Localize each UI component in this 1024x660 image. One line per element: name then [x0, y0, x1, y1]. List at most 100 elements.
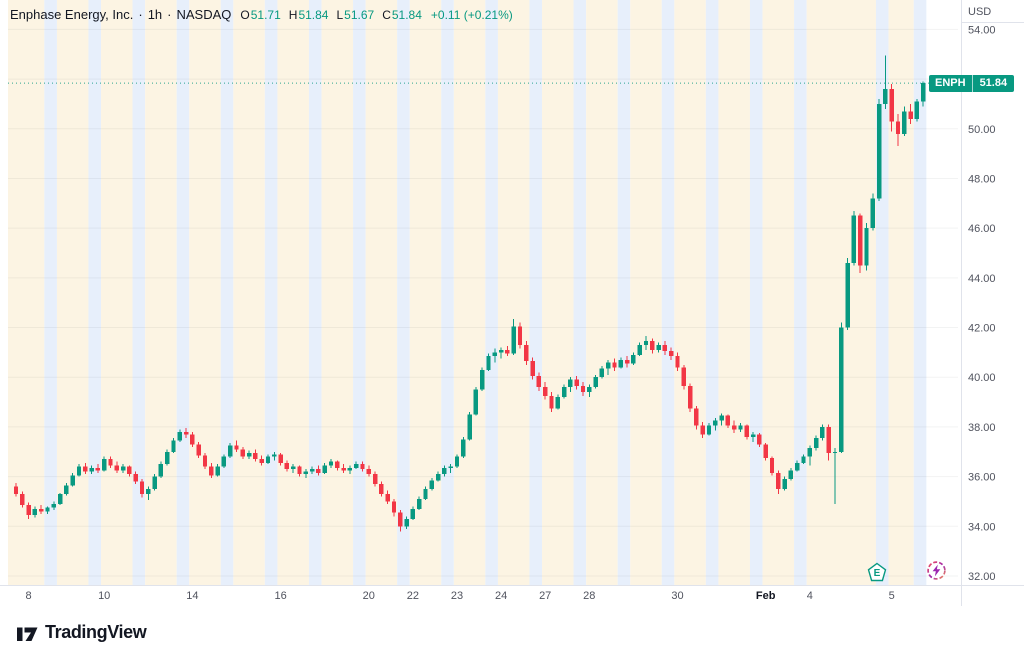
candle-body — [769, 457, 775, 473]
candle-body — [876, 103, 882, 199]
candle-body — [95, 467, 101, 471]
candle-body — [442, 467, 447, 475]
candle-body — [183, 431, 189, 435]
time-tick-label: 14 — [186, 590, 198, 602]
candle-body — [114, 465, 119, 471]
candle-body — [102, 459, 107, 471]
candle-body — [20, 494, 25, 506]
candle-body — [228, 445, 233, 457]
time-tick-label: 28 — [583, 590, 595, 602]
candle-body — [473, 389, 479, 415]
candle-body — [486, 356, 491, 370]
candle-body — [681, 367, 686, 386]
candle-body — [618, 359, 623, 368]
candle-body — [574, 379, 579, 386]
time-axis[interactable]: 8 10 14 16 20 22 23 24 27 28 30 Feb 4 5 — [26, 590, 895, 602]
candle-body — [152, 476, 157, 490]
candle-body — [656, 344, 661, 350]
candle-body — [580, 385, 586, 393]
price-label-badge: ENPH 51.84 — [929, 75, 1015, 92]
time-tick-label: 16 — [274, 590, 286, 602]
earnings-icon[interactable]: E — [867, 562, 887, 582]
candle-body — [568, 379, 573, 388]
candle-body — [379, 484, 384, 495]
candle-body — [461, 439, 466, 457]
candle-body — [410, 508, 416, 519]
candle-body — [45, 507, 50, 512]
candle-body — [234, 445, 239, 450]
candle-body — [435, 474, 441, 481]
symbol-title[interactable]: Enphase Energy, Inc. · 1h · NASDAQ — [10, 7, 231, 22]
candle-body — [631, 354, 636, 364]
candle-body — [341, 467, 346, 471]
candle-body — [908, 111, 913, 119]
candle-body — [750, 434, 756, 437]
symbol-name[interactable]: Enphase Energy, Inc. — [10, 7, 134, 22]
price-axis[interactable]: USD54.0052.0050.0048.0046.0044.0042.0040… — [968, 6, 996, 583]
candle-body — [492, 352, 497, 357]
candle-body — [385, 494, 390, 502]
high-value: H51.84 — [288, 8, 329, 22]
price-tick-label: 48.00 — [968, 173, 996, 185]
candle-body — [322, 465, 327, 473]
candle-body — [606, 362, 611, 369]
candle-body — [57, 494, 63, 504]
interval-label[interactable]: 1h — [147, 7, 163, 22]
candle-body — [278, 454, 283, 463]
change-value: +0.11 (+0.21%) — [430, 8, 513, 22]
candle-body — [624, 359, 630, 364]
candle-body — [303, 471, 308, 475]
candles[interactable] — [13, 55, 926, 532]
price-label-value: 51.84 — [972, 75, 1015, 92]
time-tick-label: 22 — [407, 590, 419, 602]
candle-body — [404, 518, 409, 527]
candle-body — [284, 462, 290, 470]
candle-body — [725, 415, 731, 426]
chart-canvas[interactable]: USD54.0052.0050.0048.0046.0044.0042.0040… — [0, 0, 1024, 606]
candle-body — [643, 341, 649, 345]
earnings-icon-letter: E — [874, 568, 881, 579]
currency-label: USD — [968, 6, 991, 18]
time-tick-label: 24 — [495, 590, 507, 602]
chart-header: Enphase Energy, Inc. · 1h · NASDAQ O51.7… — [10, 7, 513, 22]
candle-body — [297, 466, 302, 475]
price-tick-label: 40.00 — [968, 372, 996, 384]
candle-body — [196, 444, 201, 456]
candle-body — [694, 408, 699, 426]
candle-body — [360, 464, 365, 470]
tradingview-logo[interactable]: TradingView — [16, 622, 147, 643]
candle-body — [612, 362, 617, 368]
candle-body — [64, 485, 69, 495]
ohlc-values: O51.71 H51.84 L51.67 C51.84 — [240, 8, 422, 22]
candle-body — [813, 438, 819, 449]
candle-body — [807, 448, 812, 457]
candle-body — [782, 479, 787, 490]
candle-body — [498, 349, 504, 353]
candle-body — [215, 466, 220, 476]
price-tick-label: 50.00 — [968, 124, 996, 136]
open-value: O51.71 — [240, 8, 281, 22]
time-tick-label: 4 — [807, 590, 813, 602]
candle-body — [13, 486, 19, 495]
session-bands — [8, 0, 927, 585]
candle-body — [700, 425, 705, 435]
candle-body — [76, 466, 82, 476]
candle-body — [845, 262, 850, 328]
candle-body — [316, 469, 321, 473]
candle-body — [265, 456, 271, 463]
candle-body — [221, 456, 227, 467]
candle-body — [637, 344, 642, 355]
candle-body — [669, 351, 674, 357]
candle-body — [177, 431, 182, 441]
price-tick-label: 32.00 — [968, 571, 996, 583]
time-tick-label: 27 — [539, 590, 551, 602]
candle-body — [467, 414, 472, 440]
candle-body — [820, 426, 825, 439]
candle-body — [328, 461, 334, 466]
time-tick-label: 20 — [363, 590, 375, 602]
price-tick-label: 46.00 — [968, 223, 996, 235]
candle-body — [561, 387, 567, 398]
candle-body — [165, 451, 170, 465]
spark-icon[interactable] — [926, 560, 947, 581]
